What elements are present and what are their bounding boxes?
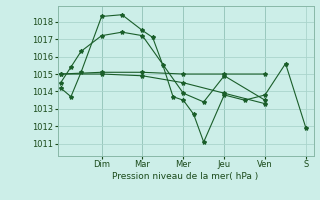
X-axis label: Pression niveau de la mer( hPa ): Pression niveau de la mer( hPa ) bbox=[112, 172, 259, 181]
